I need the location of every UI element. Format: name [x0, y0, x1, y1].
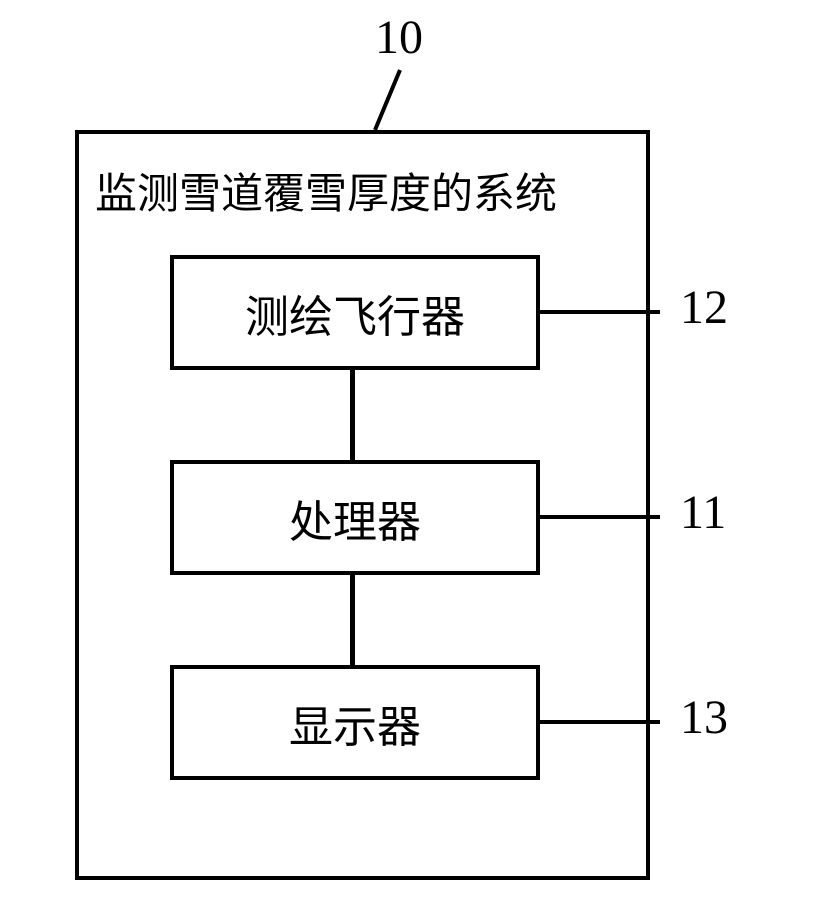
- system-ref-label: 10: [375, 10, 423, 65]
- connector-line: [350, 575, 355, 665]
- system-title: 监测雪道覆雪厚度的系统: [95, 160, 557, 221]
- connector-line: [350, 370, 355, 460]
- block-processor: 处理器: [170, 460, 540, 575]
- block-surveying-aircraft: 测绘飞行器: [170, 255, 540, 370]
- block-ref-label: 12: [680, 280, 728, 335]
- leader-line: [540, 515, 660, 519]
- block-ref-label: 13: [680, 690, 728, 745]
- block-label: 处理器: [289, 486, 421, 550]
- leader-line: [540, 310, 660, 314]
- block-label: 测绘飞行器: [245, 281, 465, 345]
- diagram-canvas: 10 监测雪道覆雪厚度的系统 测绘飞行器 处理器 显示器 12 11 13: [0, 0, 823, 922]
- block-ref-label: 11: [680, 485, 726, 540]
- block-display: 显示器: [170, 665, 540, 780]
- block-label: 显示器: [289, 691, 421, 755]
- leader-line: [540, 720, 660, 724]
